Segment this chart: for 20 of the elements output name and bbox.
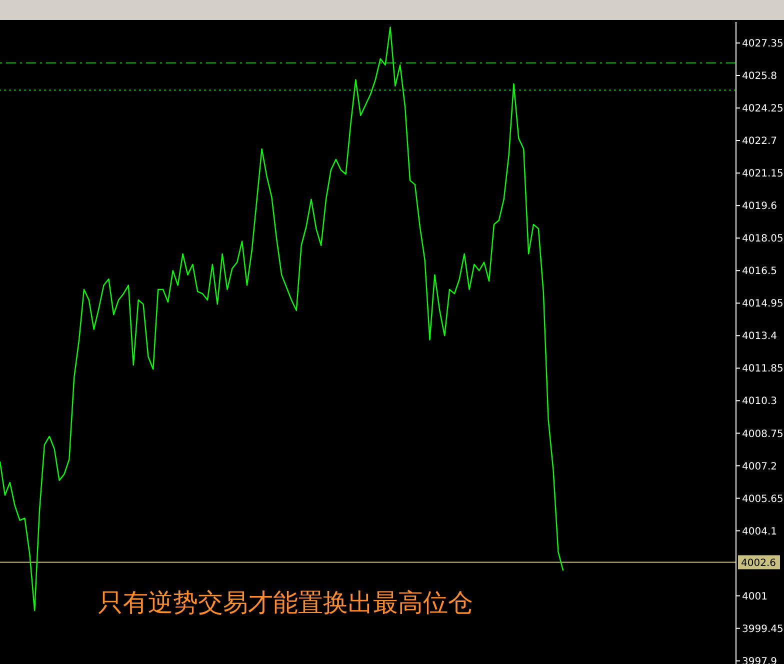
y-tick-label: 4018.05 [742, 234, 784, 245]
y-tick-label: 3999.45 [742, 624, 784, 635]
y-tick-label: 4004.1 [742, 526, 777, 538]
y-tick-label: 4010.3 [742, 396, 777, 408]
ref-line-label: 4002.6 [741, 558, 776, 570]
y-tick-label: 4025.8 [742, 71, 777, 82]
y-tick-label: 4007.2 [742, 461, 777, 472]
y-tick-label: 4021.15 [742, 168, 784, 180]
y-tick-label: 4014.95 [742, 298, 784, 310]
y-tick-label: 4001 [742, 591, 768, 602]
y-tick-label: 4027.35 [742, 38, 784, 50]
y-tick-label: 4024.25 [742, 104, 784, 115]
y-tick-label: 4022.7 [742, 136, 777, 148]
y-tick-label: 4013.4 [742, 331, 777, 342]
y-tick-label: 4008.75 [742, 428, 784, 440]
y-tick-label: 4005.65 [742, 494, 784, 505]
y-tick-label: 4016.5 [742, 266, 777, 278]
y-tick-label: 4019.6 [742, 201, 777, 212]
y-tick-label: 4011.85 [742, 364, 784, 375]
annotation: 只有逆势交易才能置换出最高位仓 [98, 587, 473, 619]
